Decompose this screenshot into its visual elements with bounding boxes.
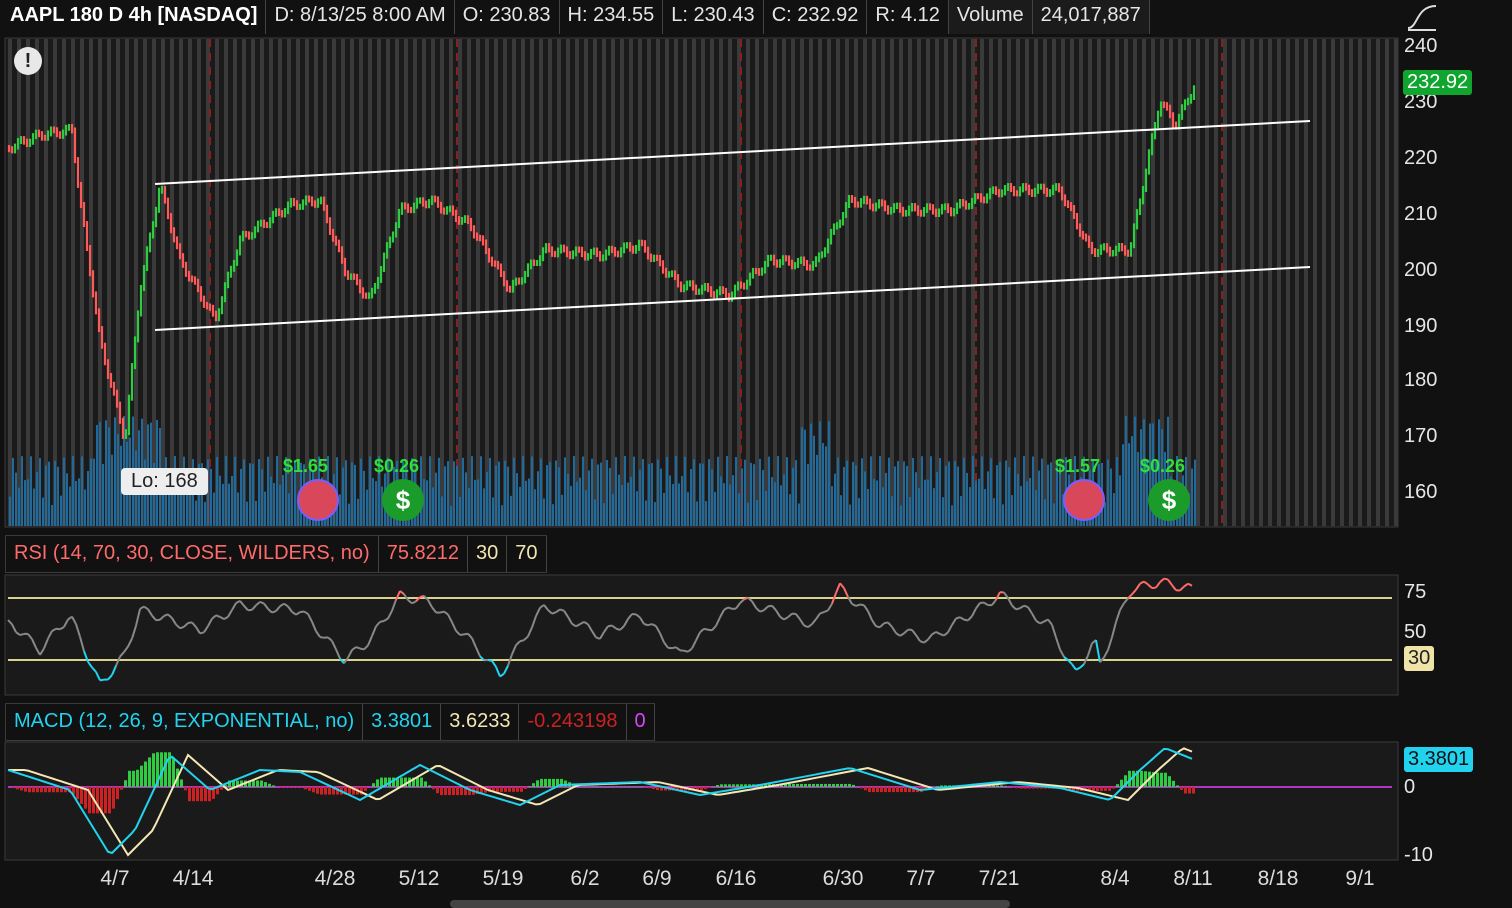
macd-study-header[interactable]: MACD (12, 26, 9, EXPONENTIAL, no) 3.3801… (5, 703, 655, 741)
symbol-title[interactable]: AAPL 180 D 4h [NASDAQ] (0, 0, 267, 34)
macd-value: 3.3801 (363, 704, 442, 740)
rsi-label[interactable]: RSI (14, 70, 30, CLOSE, WILDERS, no) (6, 536, 379, 572)
date-tick: 6/2 (570, 867, 600, 890)
bar-high: H: 234.55 (560, 0, 664, 34)
macd-diff: -0.243198 (519, 704, 627, 740)
bar-date: D: 8/13/25 8:00 AM (266, 0, 455, 34)
rsi-tick: 75 (1404, 581, 1427, 603)
macd-tick: -10 (1404, 844, 1433, 866)
date-tick: 7/21 (978, 867, 1020, 890)
price-tick: 210 (1404, 203, 1438, 225)
macd-tick: 0 (1404, 776, 1416, 798)
bar-low: L: 230.43 (663, 0, 764, 34)
rsi-tag: 30 (1404, 646, 1435, 671)
macd-zero: 0 (627, 704, 655, 740)
lower-trendline (154, 266, 1311, 331)
dividend-icon[interactable]: $ (1148, 479, 1190, 521)
rsi-study-header[interactable]: RSI (14, 70, 30, CLOSE, WILDERS, no) 75.… (5, 535, 547, 573)
date-tick: 8/11 (1173, 867, 1213, 890)
dividend-label: $1.57 (1055, 456, 1101, 476)
date-tick: 6/16 (715, 867, 757, 890)
date-tick: 5/19 (482, 867, 524, 890)
date-tick: 4/14 (172, 867, 214, 890)
price-tick: 170 (1404, 425, 1438, 447)
low-callout: Lo: 168 (121, 468, 208, 495)
alert-icon[interactable]: ! (14, 47, 42, 75)
earnings-icon[interactable] (297, 479, 339, 521)
date-tick: 5/12 (398, 867, 440, 890)
bar-open: O: 230.83 (455, 0, 560, 34)
price-tick: 190 (1404, 315, 1438, 337)
price-tick: 160 (1404, 481, 1438, 503)
date-tick: 8/18 (1257, 867, 1299, 890)
rsi-line (7, 577, 1193, 682)
date-tick: 9/1 (1345, 867, 1375, 890)
earnings-icon[interactable] (1063, 479, 1105, 521)
rsi-value: 75.8212 (379, 536, 468, 572)
macd-value-line (7, 747, 1193, 855)
scrollbar[interactable] (450, 900, 1010, 908)
drawing-tool-icon[interactable] (1402, 0, 1442, 34)
macd-label[interactable]: MACD (12, 26, 9, EXPONENTIAL, no) (6, 704, 364, 740)
price-tick: 230 (1404, 91, 1438, 113)
price-tick: 200 (1404, 259, 1438, 281)
bar-close: C: 232.92 (764, 0, 868, 34)
dividend-label: $0.26 (374, 456, 420, 476)
rsi-lower: 30 (468, 536, 508, 572)
dividend-label: $1.65 (283, 456, 329, 476)
rsi-tick: 50 (1404, 621, 1427, 643)
price-grid (8, 39, 1398, 526)
chart-header: AAPL 180 D 4h [NASDAQ] D: 8/13/25 8:00 A… (0, 0, 1150, 34)
date-tick: 8/4 (1100, 867, 1130, 890)
date-tick: 6/30 (822, 867, 864, 890)
date-tick: 4/7 (100, 867, 130, 890)
date-tick: 7/7 (906, 867, 936, 890)
price-tick: 220 (1404, 147, 1438, 169)
volume-value: 24,017,887 (1032, 0, 1150, 34)
rsi-upper: 70 (507, 536, 547, 572)
volume-label: Volume (948, 0, 1033, 34)
price-candles (7, 85, 1196, 439)
price-tick: 180 (1404, 369, 1438, 391)
price-tick: 240 (1404, 35, 1438, 57)
dividend-label: $0.26 (1140, 456, 1186, 476)
last-price-tag: 232.92 (1403, 70, 1473, 95)
date-tick: 4/28 (314, 867, 356, 890)
upper-trendline (154, 120, 1311, 185)
bar-range: R: 4.12 (867, 0, 949, 34)
macd-avg: 3.6233 (441, 704, 520, 740)
volume-bars (9, 416, 1196, 526)
macd-tag: 3.3801 (1404, 747, 1474, 772)
dividend-icon[interactable]: $ (382, 479, 424, 521)
date-tick: 6/9 (642, 867, 672, 890)
